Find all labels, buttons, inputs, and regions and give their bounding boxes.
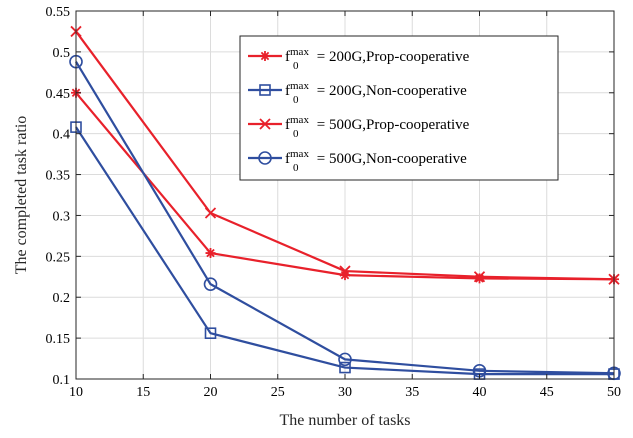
data-point — [474, 273, 485, 284]
legend-label: fmax 0 = 200G,Prop-cooperative — [285, 46, 470, 72]
legend-marker — [260, 51, 270, 61]
x-tick-label: 50 — [607, 385, 621, 400]
legend-item-2: fmax 0 = 200G,Non-cooperative — [248, 80, 467, 106]
x-tick-label: 10 — [69, 385, 83, 400]
x-tick-label: 25 — [271, 385, 285, 400]
y-tick-label: 0.35 — [46, 169, 71, 184]
data-point — [340, 270, 350, 281]
y-tick-label: 0.5 — [53, 46, 71, 61]
legend-label: fmax 0 = 500G,Prop-cooperative — [285, 114, 470, 140]
data-point — [339, 361, 351, 374]
x-tick-label: 20 — [204, 385, 218, 400]
data-point — [339, 265, 351, 277]
legend-item-4: fmax 0 = 500G,Non-cooperative — [248, 148, 467, 174]
legend-marker — [259, 84, 271, 96]
y-tick-label: 0.2 — [53, 291, 71, 306]
legend-marker — [259, 118, 271, 130]
y-axis-label: The completed task ratio — [13, 116, 30, 275]
legend-marker — [258, 151, 272, 165]
y-tick-label: 0.1 — [53, 373, 71, 388]
x-tick-label: 40 — [473, 385, 487, 400]
x-axis-label: The number of tasks — [279, 412, 410, 429]
data-point — [338, 352, 352, 367]
x-tick-label: 30 — [338, 385, 352, 400]
legend-item-3: fmax 0 = 500G,Prop-cooperative — [248, 114, 470, 140]
legend: fmax 0 = 200G,Prop-cooperative fmax 0 = 200… — [239, 35, 559, 181]
legend-item-1: fmax 0 = 200G,Prop-cooperative — [248, 46, 470, 72]
y-tick-label: 0.45 — [46, 87, 71, 102]
legend-label: fmax 0 = 200G,Non-cooperative — [285, 80, 467, 106]
y-tick-label: 0.4 — [53, 128, 71, 143]
x-tick-label: 45 — [540, 385, 554, 400]
y-tick-label: 0.25 — [46, 250, 71, 265]
legend-box — [239, 35, 559, 181]
data-point — [204, 207, 217, 219]
series-line — [75, 126, 614, 376]
y-tick-label: 0.3 — [53, 209, 71, 224]
x-tick-label: 35 — [405, 385, 419, 400]
data-point — [205, 248, 216, 259]
series-line — [75, 61, 615, 375]
data-point — [473, 271, 486, 283]
data-point — [203, 277, 218, 291]
series-layer — [69, 25, 621, 381]
data-point — [204, 327, 217, 340]
y-tick-label: 0.15 — [46, 332, 71, 347]
legend-label: fmax 0 = 500G,Non-cooperative — [285, 148, 467, 174]
y-tick-label: 0.55 — [46, 5, 71, 20]
x-tick-label: 15 — [136, 385, 150, 400]
ticks: 10 15 20 25 30 35 40 45 50 0.1 0.15 0.2 0.25 0.3 0.35 0… — [46, 5, 622, 400]
